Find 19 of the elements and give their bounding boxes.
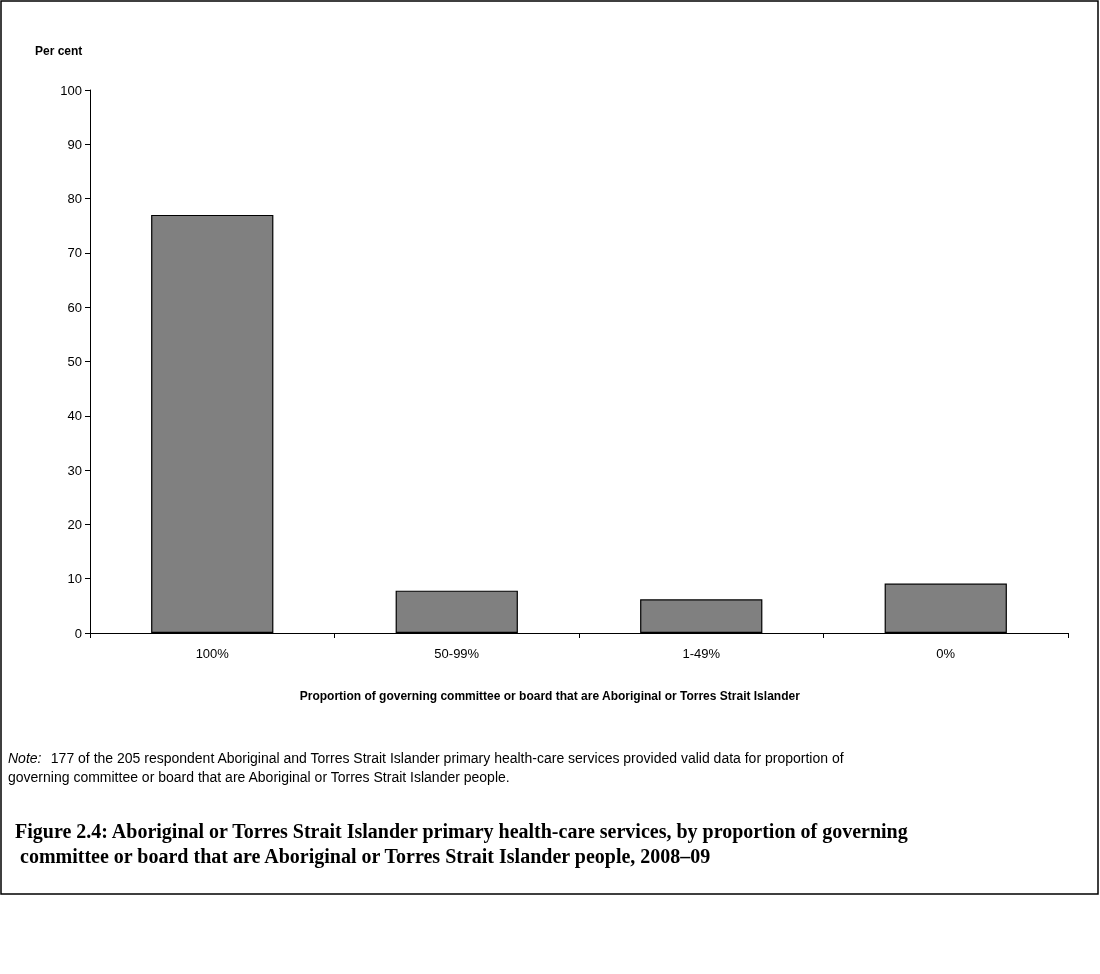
y-tick-label: 10 xyxy=(67,571,82,587)
x-axis-title: Proportion of governing committee or board that are Aboriginal or Torres Strait Islander xyxy=(299,689,801,703)
y-tick-label: 50 xyxy=(67,354,82,369)
x-tick-label: 1-49% xyxy=(682,646,721,661)
y-tick-label: 20 xyxy=(67,516,82,532)
y-tick-label: 100 xyxy=(60,82,82,98)
y-tick-label: 40 xyxy=(67,408,82,424)
text: Note: 177 of the 205 respondent Aboriginal and Torres Strait Islander primary health-care services provided valid data for proportion of governing committee or board that are Aboriginal or Torres Strait Islander people. xyxy=(8,749,848,785)
text: Figure 2.4: Aboriginal or Torres Strait Islander primary health-care services, by proportion of governing committee or board that are Aboriginal or Torres Strait Islander people, 2008–09 xyxy=(15,819,908,868)
y-tick-label: 60 xyxy=(67,299,82,315)
y-tick-label: 30 xyxy=(67,462,82,478)
x-tick-label: 100% xyxy=(195,646,230,661)
y-tick-label: 80 xyxy=(67,191,82,207)
y-axis-title: Per cent xyxy=(35,44,83,58)
x-tick-label: 0% xyxy=(936,646,956,661)
y-tick-label: 90 xyxy=(67,136,82,152)
y-tick-label: 70 xyxy=(67,245,82,261)
y-tick-label: 0 xyxy=(74,625,82,641)
x-tick-label: 50-99% xyxy=(434,646,480,661)
